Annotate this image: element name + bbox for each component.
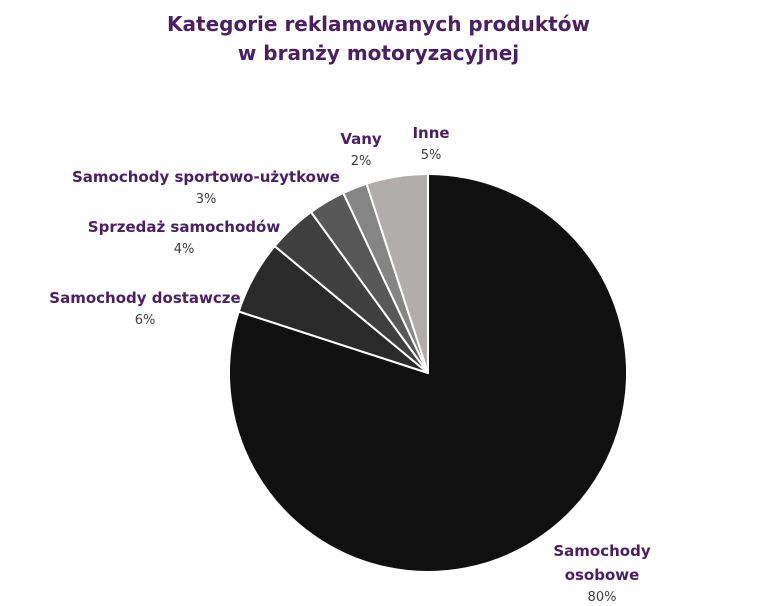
pie-slices (228, 173, 628, 573)
pie-slice-inne (365, 173, 429, 374)
slice-label-samochody-osobowe-line-2: osobowe (565, 566, 640, 584)
slice-value-sprzedaz-samochodow: 4% (174, 242, 195, 257)
slice-label-inne: Inne (412, 124, 449, 142)
slice-value-samochody-osobowe: 80% (588, 590, 617, 605)
slice-value-vany: 2% (351, 154, 372, 169)
chart-title: Kategorie reklamowanych produktów w bran… (0, 10, 757, 68)
chart-title-line-1: Kategorie reklamowanych produktów (167, 12, 590, 36)
chart-title-line-2: w branży motoryzacyjnej (237, 41, 520, 65)
slice-label-vany: Vany (340, 130, 382, 148)
slice-label-samochody-dostawcze: Samochody dostawcze (49, 289, 240, 307)
slice-value-inne: 5% (421, 148, 442, 163)
slice-label-samochody-osobowe-line-1: Samochody (553, 542, 650, 560)
pie-labels: Samochody osobowe 80% Samochody dostawcze 6%… (49, 124, 651, 605)
slice-value-samochody-sportowo-uzytkowe: 3% (196, 192, 217, 207)
slice-label-samochody-sportowo-uzytkowe: Samochody sportowo-użytkowe (72, 168, 340, 186)
slice-value-samochody-dostawcze: 6% (135, 313, 156, 328)
slice-label-sprzedaz-samochodow: Sprzedaż samochodów (88, 218, 281, 236)
